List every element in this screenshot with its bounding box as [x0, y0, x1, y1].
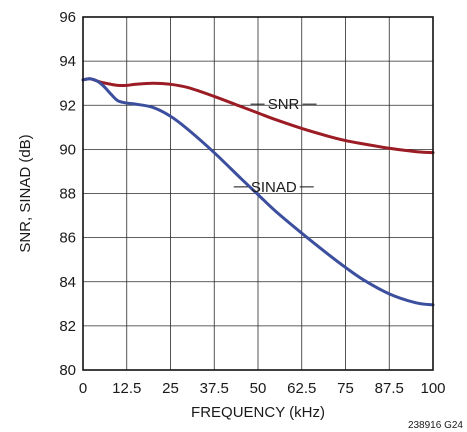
y-tick-label: 82: [59, 318, 76, 335]
sinad-series-label: SINAD: [251, 179, 297, 196]
snr-callout: SNR: [250, 96, 317, 113]
x-tick-label: 12.5: [112, 380, 141, 397]
sinad-series-line: [81, 77, 435, 307]
y-tick-label: 84: [59, 274, 76, 291]
x-tick-label: 87.5: [375, 380, 404, 397]
y-tick-label: 86: [59, 230, 76, 247]
y-tick-label: 92: [59, 97, 76, 114]
x-tick-label: 0: [79, 380, 87, 397]
y-tick-labels: 80 82 84 86 88 90 92 94 96: [59, 9, 76, 379]
x-axis-label: FREQUENCY (kHz): [191, 404, 325, 421]
grid-lines: [83, 17, 433, 370]
y-tick-label: 88: [59, 186, 76, 203]
x-tick-label: 100: [420, 380, 445, 397]
x-tick-labels: 0 12.5 25 37.5 50 62.5 75 87.5 100: [79, 380, 446, 397]
x-tick-label: 62.5: [287, 380, 316, 397]
y-tick-label: 90: [59, 141, 76, 158]
snr-series-line: [81, 77, 435, 155]
sinad-callout: SINAD: [233, 179, 314, 196]
x-tick-label: 75: [337, 380, 354, 397]
y-axis-label: SNR, SINAD (dB): [17, 134, 34, 252]
plot-frame: [82, 16, 434, 371]
series-layer: [81, 77, 435, 307]
x-tick-label: 25: [162, 380, 179, 397]
figure-id: 238916 G24: [408, 420, 463, 431]
x-tick-label: 37.5: [200, 380, 229, 397]
y-tick-label: 94: [59, 53, 76, 70]
x-tick-label: 50: [250, 380, 267, 397]
y-tick-label: 96: [59, 9, 76, 26]
snr-series-label: SNR: [268, 96, 300, 113]
y-tick-label: 80: [59, 362, 76, 379]
